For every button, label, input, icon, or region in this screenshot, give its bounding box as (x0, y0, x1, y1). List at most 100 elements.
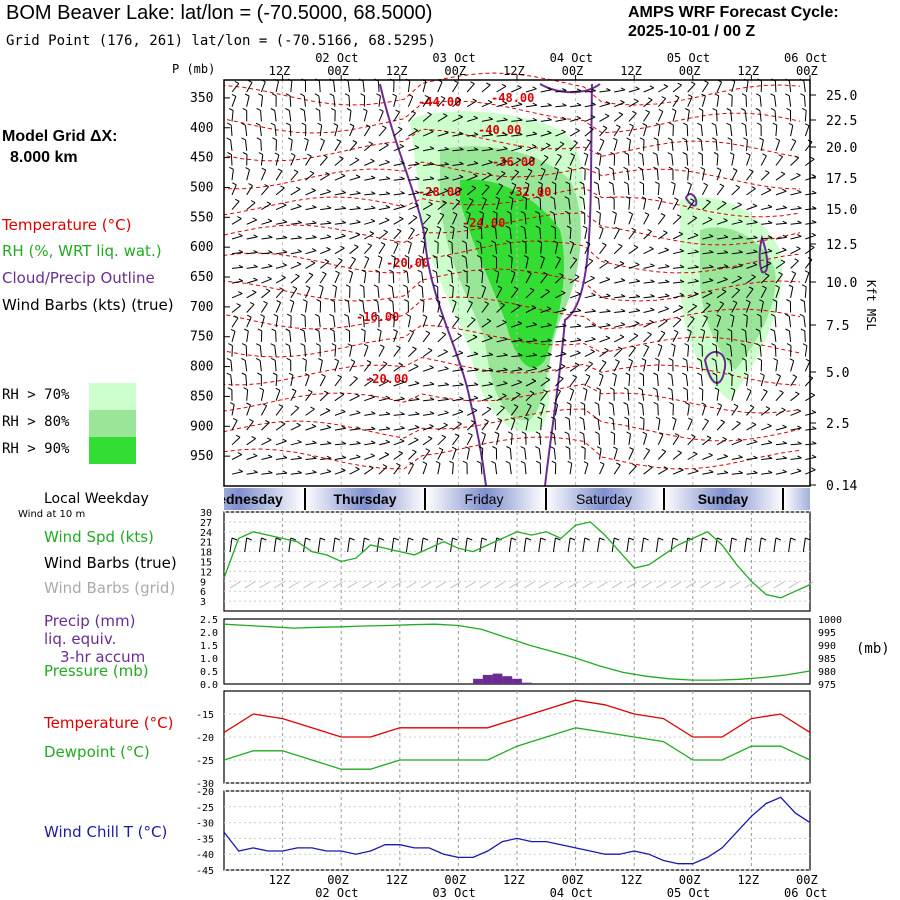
wind-barb (297, 220, 302, 224)
wind-barb (729, 152, 735, 156)
wind-barb (599, 213, 601, 225)
wind-chill-tick-label: -35 (196, 834, 214, 845)
grid-wind-barb (362, 581, 373, 589)
wind-barb (349, 258, 357, 269)
wind-barb (706, 199, 711, 203)
wind-barb (657, 346, 663, 357)
wind-barb (664, 293, 670, 297)
wind-barb (442, 113, 448, 117)
wind-barb (786, 343, 792, 347)
wind-barb (301, 122, 307, 126)
wind-barb (746, 276, 756, 284)
wind-barb (687, 329, 692, 332)
wind-barb (245, 139, 248, 151)
wind-barb (568, 419, 571, 431)
cloud-outline (684, 193, 698, 207)
wind-barb (449, 225, 455, 229)
wind-barb (605, 276, 611, 280)
wind-barb (481, 420, 489, 431)
wind-barb (408, 112, 416, 122)
wind-barb (459, 131, 464, 135)
wind-barb (619, 334, 625, 338)
wind-barb (584, 154, 589, 166)
wind-barb (517, 145, 523, 149)
wind-barb-10m (376, 537, 380, 553)
wind-barb (422, 97, 430, 107)
wind-barb (716, 421, 725, 431)
wind-barb (613, 213, 617, 225)
wind-barb (506, 446, 511, 449)
wind-barb (540, 367, 552, 372)
wind-barb (302, 357, 307, 361)
wind-barb (479, 210, 484, 214)
wind-barb (614, 102, 625, 108)
wind-barb (260, 95, 263, 107)
wind-barb (559, 375, 564, 379)
wind-barb (716, 202, 727, 211)
wind-barb (353, 244, 359, 248)
wind-barb (422, 131, 434, 137)
wind-barb (790, 140, 797, 152)
wind-barb (767, 470, 773, 474)
wind-barb (697, 343, 703, 347)
wind-barb (797, 233, 802, 237)
bottom-hour-label: 12Z (386, 873, 408, 887)
wind-barb (664, 279, 670, 283)
wind-barb (312, 220, 317, 224)
wind-barb (423, 178, 435, 181)
wind-barb (289, 299, 295, 303)
wind-barb (300, 108, 305, 111)
legend-precip: Precip (mm) liq. equiv. 3-hr accum (44, 612, 145, 666)
wind-barb (384, 452, 390, 455)
wind-barb (757, 357, 762, 361)
wind-barb (349, 345, 353, 357)
wind-barb (650, 294, 655, 297)
wind-barb (476, 240, 481, 244)
wind-barb (231, 218, 242, 225)
wind-barb (721, 289, 727, 292)
wind-barb (658, 232, 668, 240)
wind-barb (231, 471, 243, 475)
wind-barb (231, 266, 243, 269)
kft-tick-label: 22.5 (826, 114, 857, 129)
wind-barb (275, 204, 287, 211)
wind-barb (764, 170, 770, 174)
wind-barb (497, 417, 502, 421)
wind-barb (562, 338, 567, 342)
wind-barb (362, 81, 365, 93)
wind-barb (370, 218, 376, 222)
wind-barb (672, 281, 684, 284)
wind-barb (645, 109, 650, 113)
wind-barb (569, 183, 571, 195)
wind-barb (272, 372, 278, 376)
wind-barb (760, 275, 770, 284)
wind-barb (642, 154, 645, 166)
wind-barb-10m (569, 537, 576, 541)
wind-barb (811, 190, 817, 194)
wind-barb (407, 331, 415, 343)
wind-barb (393, 364, 403, 372)
wind-barb (692, 451, 698, 455)
wind-barb (467, 117, 478, 122)
wind-barb (305, 301, 308, 313)
wind-barb (452, 116, 463, 122)
wind-barb (502, 101, 508, 104)
wind-barb (262, 403, 267, 407)
wind-barb (545, 377, 550, 381)
wind-barb (755, 108, 761, 111)
wind-barb (657, 199, 663, 210)
wind-barb (730, 345, 733, 357)
wind-barb (657, 125, 661, 137)
wind-barb (502, 319, 507, 323)
wind-barb (481, 303, 489, 313)
wind-barb (790, 457, 802, 460)
wind-barb (496, 272, 500, 284)
wind-barb (748, 168, 754, 172)
wind-barb (297, 439, 302, 443)
top-hour-label: 00Z (796, 64, 818, 78)
wind-barb (393, 162, 405, 166)
wind-barb (275, 277, 286, 284)
wind-barb (446, 255, 452, 258)
wind-barb (516, 157, 522, 161)
wind-barb (697, 372, 702, 376)
